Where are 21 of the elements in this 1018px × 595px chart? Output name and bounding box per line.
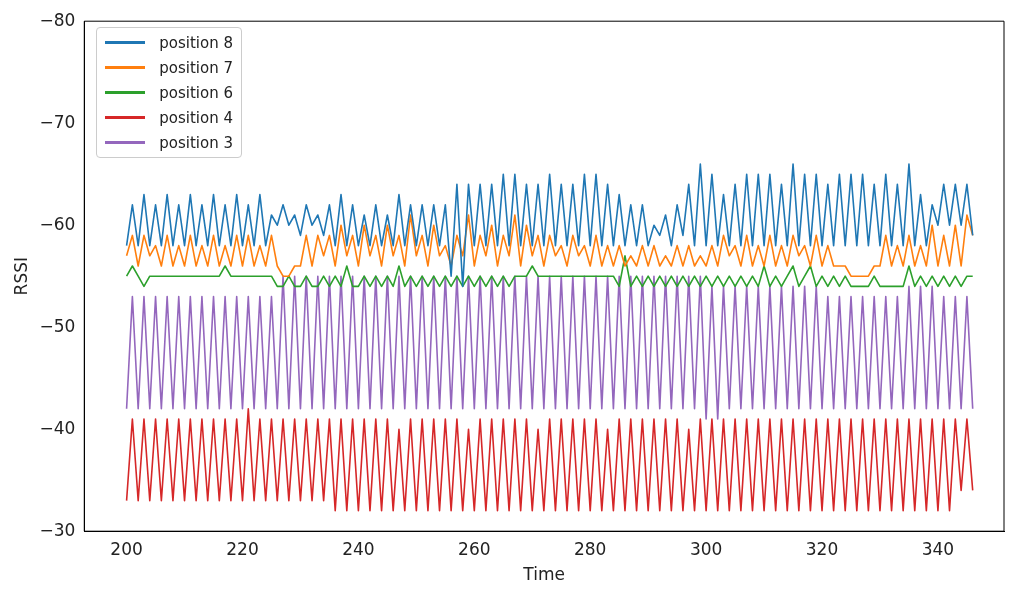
legend-label: position 8 <box>159 33 233 52</box>
x-tick-label: 220 <box>226 538 259 559</box>
x-tick-label: 320 <box>805 538 839 559</box>
y-tick-label: −30 <box>39 519 76 540</box>
legend-label: position 7 <box>159 58 233 77</box>
y-tick-label: −50 <box>39 315 76 336</box>
legend-label: position 6 <box>159 83 233 102</box>
x-tick-label: 340 <box>921 538 955 559</box>
x-axis-title: Time <box>522 564 565 585</box>
y-tick-label: −60 <box>39 213 76 234</box>
x-tick-label: 300 <box>689 538 723 559</box>
x-tick-label: 240 <box>342 538 375 559</box>
legend-label: position 3 <box>159 133 233 152</box>
y-tick-label: −40 <box>39 417 76 438</box>
x-tick-label: 280 <box>573 538 607 559</box>
y-axis-title: RSSI <box>10 256 31 296</box>
y-tick-label: −80 <box>39 9 76 30</box>
x-tick-label: 260 <box>458 538 491 559</box>
x-tick-label: 200 <box>110 538 143 559</box>
legend-label: position 4 <box>159 108 233 127</box>
y-tick-label: −70 <box>39 111 76 132</box>
